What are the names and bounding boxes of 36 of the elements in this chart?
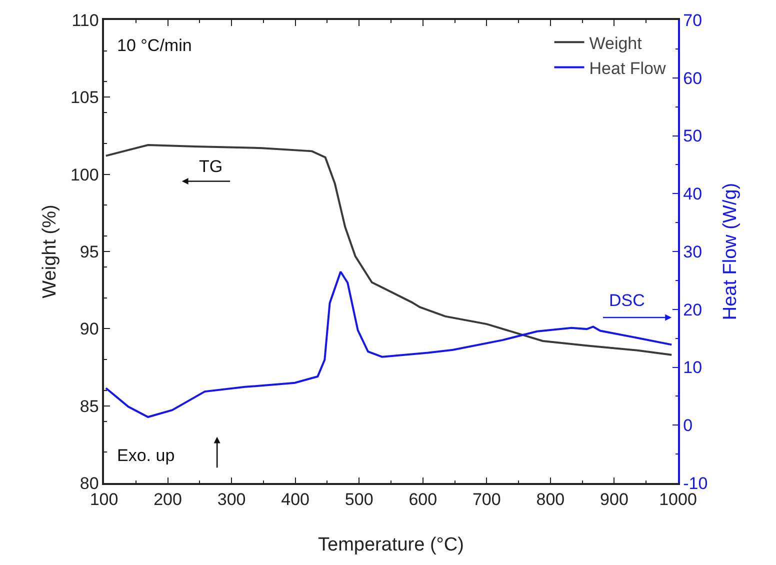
annotation: 10 °C/min [117, 36, 192, 55]
line-series [104, 144, 673, 356]
y-tick-label: 85 [80, 396, 99, 416]
y-tick-label: 100 [70, 165, 99, 184]
x-axis-title: Temperature (°C) [318, 534, 464, 556]
y2-tick-label: 0 [683, 416, 693, 436]
legend-label: Weight [589, 34, 642, 53]
x-tick-label: 800 [536, 490, 565, 510]
x-tick-label: 1000 [659, 490, 697, 510]
x-tick-label: 900 [600, 490, 628, 510]
y-tick-label: 110 [72, 10, 99, 30]
x-tick-label: 500 [344, 490, 374, 510]
annotation: DSC [609, 291, 645, 310]
y2-tick-label: 70 [683, 10, 702, 30]
y2-tick-label: 50 [683, 126, 702, 146]
annotation: Exo. up [117, 446, 175, 465]
y2-tick-label: 20 [683, 300, 702, 320]
y-tick-label: 105 [70, 88, 99, 108]
x-tick-label: 700 [472, 490, 501, 510]
legend-label: Heat Flow [589, 58, 667, 78]
y2-tick-label: -10 [683, 474, 708, 493]
y2-tick-label: 10 [683, 358, 702, 378]
x-tick-label: 600 [408, 490, 438, 510]
y-tick-label: 95 [80, 242, 99, 262]
annotation: TG [199, 157, 223, 176]
y2-tick-label: 30 [683, 242, 702, 262]
y2-tick-label: 60 [683, 68, 702, 88]
line-series [104, 270, 673, 418]
y2-tick-label: 40 [683, 184, 702, 204]
y2-axis-title: Heat Flow (W/g) [720, 182, 741, 320]
y-tick-label: 80 [80, 474, 99, 493]
y-axis-title: Weight (%) [40, 204, 60, 298]
x-tick-label: 400 [281, 490, 310, 510]
x-tick-label: 300 [217, 490, 246, 510]
y-tick-label: 90 [80, 320, 99, 339]
x-tick-label: 200 [154, 490, 182, 510]
